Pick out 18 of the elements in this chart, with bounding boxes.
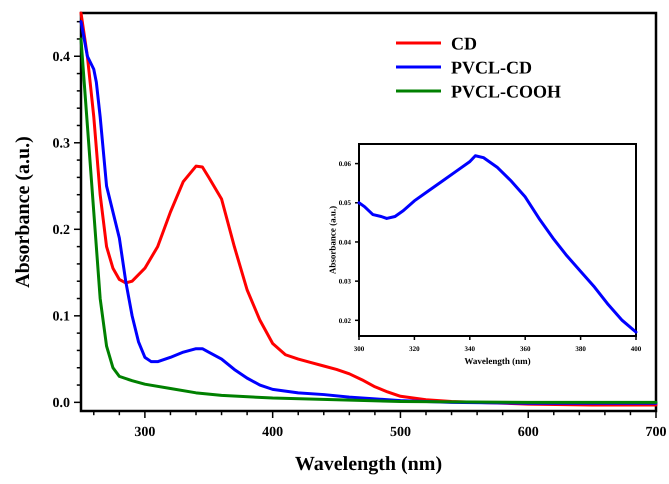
x-tick-label: 500: [390, 425, 411, 440]
y-tick-label: 0.0: [52, 396, 70, 412]
y-tick-label: 0.2: [52, 223, 70, 238]
x-tick-label: 700: [646, 425, 666, 440]
line-series: [358, 154, 638, 334]
legend-label: CD: [451, 33, 477, 54]
x-tick-label: 300: [134, 425, 156, 440]
y-tick-label: 0.3: [52, 136, 70, 152]
legend-label: PVCL-CD: [451, 57, 532, 78]
x-tick-label: 600: [518, 425, 539, 440]
x-axis-title: Wavelength (nm): [464, 356, 531, 366]
y-axis-title: Absorbance (a.u.): [328, 206, 338, 274]
x-axis-title: Wavelength (nm): [294, 453, 442, 475]
y-tick-label: 0.4: [52, 50, 70, 66]
y-tick-label: 0.1: [52, 310, 70, 325]
y-axis-title: Absorbance (a.u.): [12, 136, 34, 288]
x-tick-label: 400: [262, 425, 284, 440]
legend-label: PVCL-COOH: [451, 81, 561, 102]
